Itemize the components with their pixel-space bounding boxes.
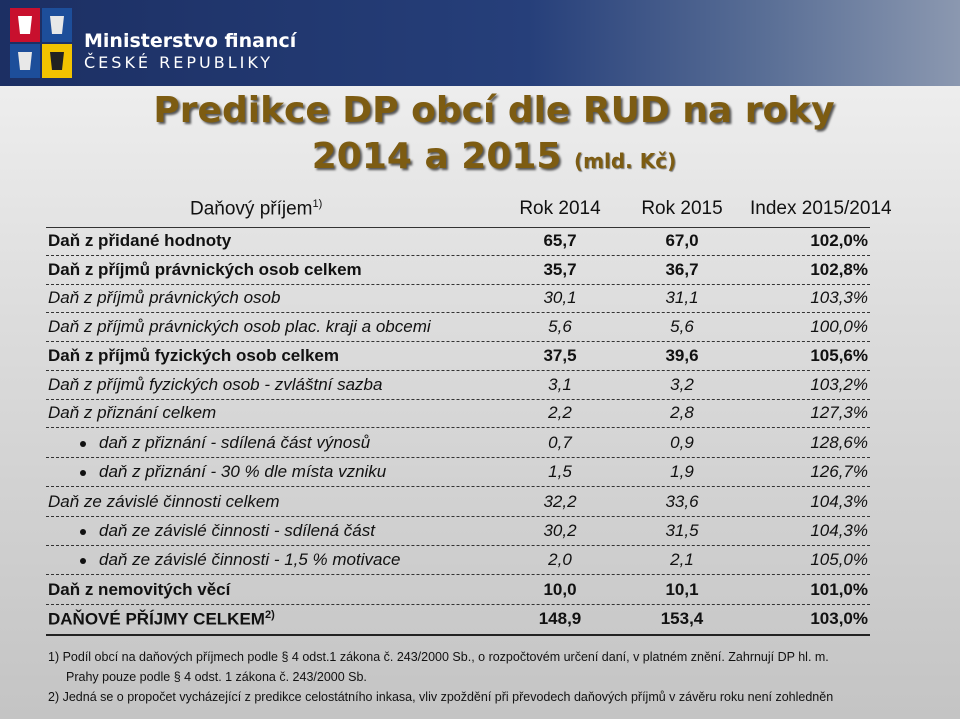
row-label: Daň z přidané hodnoty	[48, 231, 232, 250]
row-value: 10,0	[543, 580, 577, 599]
row-separator	[46, 486, 870, 487]
row-separator	[46, 312, 870, 313]
row-value: 5,6	[670, 317, 694, 336]
row-separator	[46, 399, 870, 400]
row-value: 10,1	[665, 580, 699, 599]
row-value: 32,2	[543, 492, 577, 511]
row-value: 37,5	[543, 346, 577, 365]
row-separator	[46, 545, 870, 546]
org-country: ČESKÉ REPUBLIKY	[84, 53, 274, 72]
column-header: Rok 2014	[519, 198, 601, 219]
bullet	[80, 529, 86, 535]
row-label: daň z přiznání - sdílená část výnosů	[99, 433, 371, 452]
row-value: 101,0%	[810, 580, 868, 599]
row-separator	[46, 457, 870, 458]
org-name: Ministerstvo financí	[84, 30, 297, 52]
row-value: 105,6%	[810, 346, 868, 365]
row-separator	[46, 370, 870, 371]
row-label: daň ze závislé činnosti - sdílená část	[99, 521, 375, 540]
row-label: Daň z přiznání celkem	[48, 403, 217, 422]
row-value: 31,1	[665, 288, 699, 307]
row-value: 5,6	[548, 317, 572, 336]
row-value: 67,0	[665, 231, 699, 250]
row-separator	[46, 427, 870, 428]
row-value: 35,7	[543, 260, 577, 279]
row-label: Daň z nemovitých věcí	[48, 580, 231, 599]
row-value: 148,9	[538, 609, 582, 628]
row-value: 33,6	[665, 492, 699, 511]
header-separator	[46, 227, 870, 228]
row-separator	[46, 516, 870, 517]
row-value: 128,6%	[810, 433, 868, 452]
row-separator	[46, 255, 870, 256]
row-label: Daň ze závislé činnosti celkem	[48, 492, 280, 511]
bullet	[80, 441, 86, 447]
footnote: Prahy pouze podle § 4 odst. 1 zákona č. …	[66, 670, 367, 684]
row-value: 126,7%	[810, 462, 868, 481]
row-label: Daň z příjmů fyzických osob - zvláštní s…	[48, 375, 383, 394]
row-value: 103,2%	[810, 375, 868, 394]
row-label: Daň z příjmů právnických osob plac. kraj…	[48, 317, 431, 336]
row-label: Daň z příjmů fyzických osob celkem	[48, 346, 339, 365]
row-label: daň ze závislé činnosti - 1,5 % motivace	[99, 550, 401, 569]
row-label: Daň z příjmů právnických osob celkem	[48, 260, 362, 279]
row-value: 1,9	[670, 462, 694, 481]
title-line: Predikce DP obcí dle RUD na roky	[153, 90, 835, 131]
row-value: 30,1	[543, 288, 577, 307]
row-value: 127,3%	[810, 403, 868, 422]
row-value: 3,2	[670, 375, 694, 394]
footnote: 1) Podíl obcí na daňových příjmech podle…	[48, 650, 829, 664]
row-value: 102,0%	[810, 231, 868, 250]
row-separator	[46, 574, 870, 575]
row-value: 103,3%	[810, 288, 868, 307]
row-value: 2,1	[670, 550, 694, 569]
table-bottom	[46, 634, 870, 636]
bullet	[80, 558, 86, 564]
column-header: Index 2015/2014	[750, 198, 892, 219]
row-label: Daň z příjmů právnických osob	[48, 288, 281, 307]
title-years: 2014 a 2015	[311, 136, 562, 177]
column-header: Daňový příjem1)	[190, 198, 323, 220]
row-value: 30,2	[543, 521, 577, 540]
row-label: daň z přiznání - 30 % dle místa vzniku	[99, 462, 387, 481]
footnote-ref: 2)	[264, 609, 275, 621]
row-value: 104,3%	[810, 521, 868, 540]
row-value: 105,0%	[810, 550, 868, 569]
row-value: 153,4	[660, 609, 704, 628]
row-value: 1,5	[548, 462, 572, 481]
row-value: 102,8%	[810, 260, 868, 279]
title-unit: (mld. Kč)	[574, 149, 677, 173]
row-separator	[46, 341, 870, 342]
row-value: 31,5	[665, 521, 699, 540]
row-value: 0,9	[670, 433, 694, 452]
row-value: 103,0%	[810, 609, 868, 628]
row-label: DAŇOVÉ PŘÍJMY CELKEM2)	[48, 609, 275, 629]
title-line: 2014 a 2015 (mld. Kč)	[14, 136, 960, 177]
row-value: 3,1	[548, 375, 572, 394]
row-value: 104,3%	[810, 492, 868, 511]
row-value: 2,0	[548, 550, 572, 569]
row-value: 100,0%	[810, 317, 868, 336]
row-separator	[46, 604, 870, 605]
footnote: 2) Jedná se o propočet vycházející z pre…	[48, 690, 834, 704]
row-value: 0,7	[548, 433, 572, 452]
row-value: 2,2	[548, 403, 572, 422]
footnote-ref: 1)	[312, 198, 323, 210]
row-value: 65,7	[543, 231, 577, 250]
header-band: Ministerstvo financí ČESKÉ REPUBLIKY	[0, 0, 960, 86]
row-value: 36,7	[665, 260, 699, 279]
row-separator	[46, 284, 870, 285]
bullet	[80, 470, 86, 476]
column-header: Rok 2015	[641, 198, 723, 219]
row-value: 2,8	[670, 403, 694, 422]
logo	[10, 8, 72, 78]
row-value: 39,6	[665, 346, 699, 365]
